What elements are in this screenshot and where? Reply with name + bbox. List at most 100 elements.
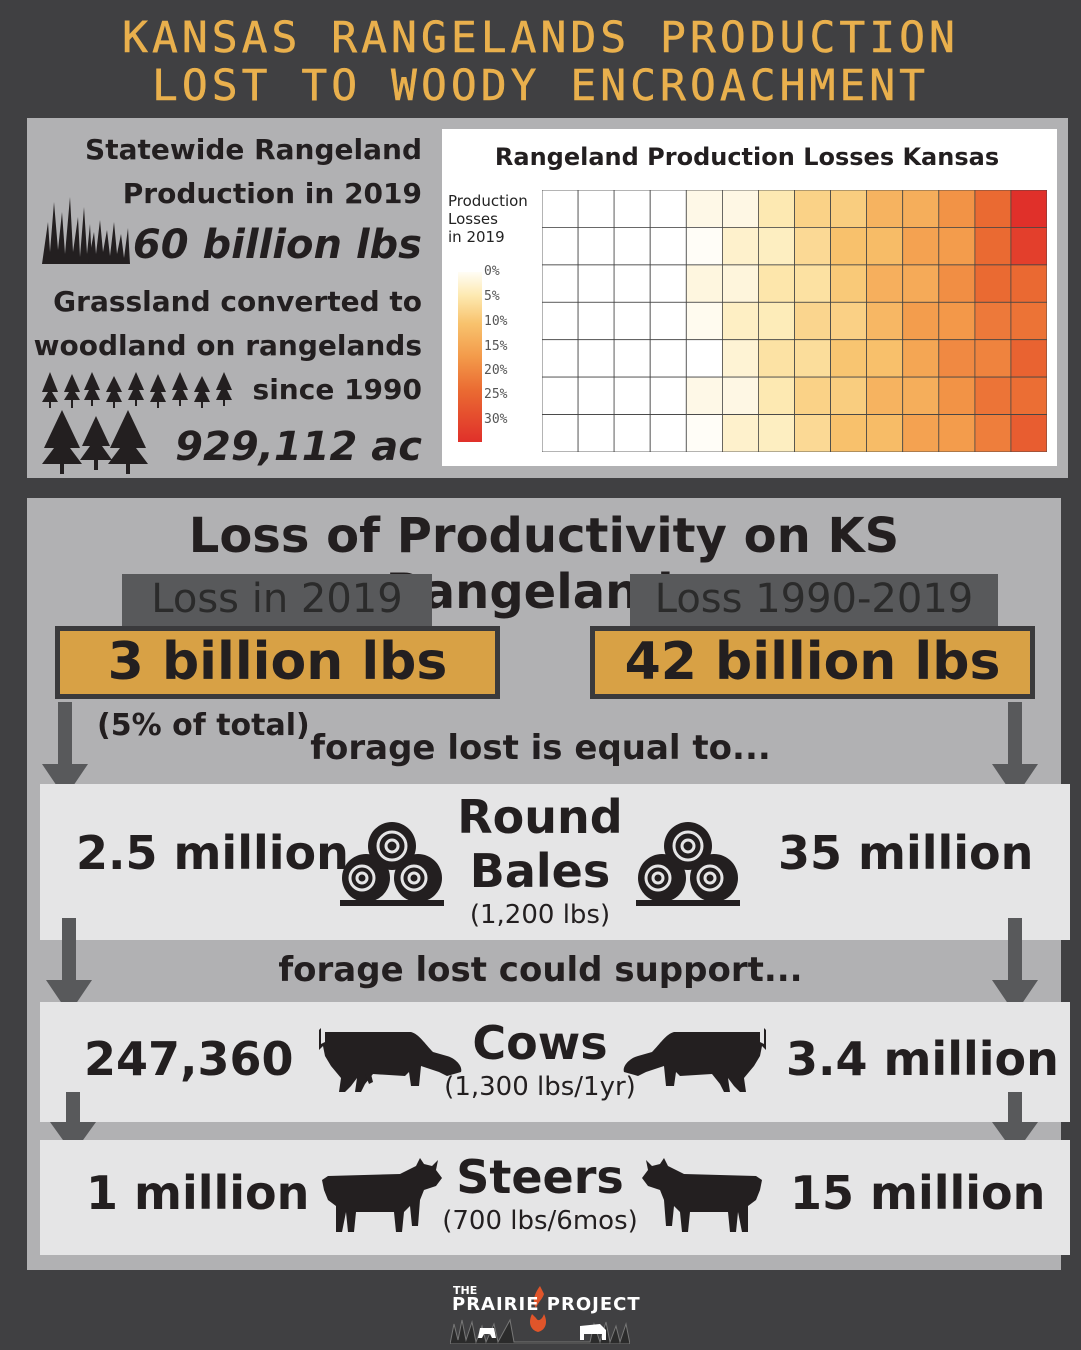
- steers-band: [40, 1140, 1070, 1255]
- title-line-1: KANSAS RANGELANDS PRODUCTION: [122, 13, 959, 63]
- county-cell: [613, 376, 651, 415]
- county-cell: [902, 264, 940, 303]
- county-cell: [613, 227, 651, 266]
- county-cell: [902, 339, 940, 378]
- county-cell: [542, 301, 579, 341]
- tab-loss-2019: Loss in 2019: [122, 574, 432, 626]
- loss-2019-value: 3 billion lbs: [55, 626, 500, 699]
- county-cell: [577, 190, 615, 228]
- cow-icon: [319, 1028, 462, 1092]
- county-cell: [1010, 264, 1047, 303]
- county-cell: [649, 414, 687, 452]
- county-cell: [794, 339, 831, 378]
- county-cell: [649, 339, 687, 378]
- county-cell: [938, 339, 976, 378]
- county-cell: [938, 227, 976, 266]
- county-cell: [902, 301, 940, 341]
- cows-band: [40, 1002, 1070, 1122]
- county-cell: [613, 264, 651, 303]
- legend-tick-5: 5%: [484, 289, 500, 304]
- county-cell: [902, 190, 940, 228]
- county-cell: [757, 339, 795, 378]
- arrow-down-icon: [46, 918, 92, 1014]
- map-card: Rangeland Production Losses Kansas Produ…: [442, 129, 1057, 466]
- county-cell: [1010, 376, 1047, 415]
- bales-band: [40, 784, 1070, 940]
- bales-left-value: 2.5 million: [76, 826, 349, 880]
- county-cell: [757, 264, 795, 303]
- bales-label-1: Round: [457, 790, 623, 844]
- county-cell: [938, 264, 976, 303]
- converted-label-1: Grassland converted to: [53, 285, 422, 318]
- county-cell: [794, 264, 831, 303]
- county-cell: [577, 339, 615, 378]
- cow-icon: [623, 1028, 766, 1092]
- county-cell: [613, 190, 651, 228]
- equal-to-heading: forage lost is equal to...: [310, 728, 771, 768]
- steers-right-value: 15 million: [790, 1166, 1046, 1220]
- arrow-down-icon: [992, 918, 1038, 1014]
- legend-title-2: Losses: [448, 210, 498, 228]
- legend-title-3: in 2019: [448, 228, 505, 246]
- county-cell: [866, 414, 904, 452]
- county-cell: [1010, 301, 1047, 341]
- cows-right-value: 3.4 million: [786, 1032, 1059, 1086]
- county-cell: [902, 227, 940, 266]
- county-cell: [542, 339, 579, 378]
- county-cell: [974, 376, 1012, 415]
- county-cell: [685, 264, 723, 303]
- county-cell: [757, 227, 795, 266]
- small-trees-icon: [42, 372, 232, 408]
- legend-title: Production Losses in 2019: [448, 192, 528, 246]
- production-stat: Statewide Rangeland Production in 2019: [30, 128, 422, 216]
- county-cell: [866, 190, 904, 228]
- county-cell: [577, 227, 615, 266]
- county-cell: [974, 339, 1012, 378]
- bales-label: Round Bales: [440, 790, 640, 898]
- county-cell: [542, 264, 579, 303]
- section-title: Loss of Productivity on KS Rangelands: [188, 508, 900, 620]
- bales-weight: (1,200 lbs): [469, 900, 611, 930]
- county-cell: [866, 301, 904, 341]
- county-cell: [721, 227, 759, 266]
- cows-left-value: 247,360: [84, 1032, 294, 1086]
- county-cell: [866, 264, 904, 303]
- county-cell: [757, 301, 795, 341]
- cows-label: Cows: [472, 1016, 608, 1070]
- county-cell: [830, 301, 868, 341]
- steers-left-value: 1 million: [86, 1166, 310, 1220]
- county-cell: [685, 227, 723, 266]
- county-cell: [685, 376, 723, 415]
- steer-icon: [642, 1158, 762, 1232]
- county-cell: [685, 190, 723, 228]
- production-value: 60 billion lbs: [132, 222, 422, 268]
- county-cell: [1010, 414, 1047, 452]
- county-cell: [1010, 190, 1047, 228]
- legend-tick-30: 30%: [484, 412, 508, 427]
- county-cell: [613, 301, 651, 341]
- county-cell: [830, 376, 868, 415]
- cows-weight: (1,300 lbs/1yr): [444, 1072, 636, 1102]
- legend-tick-20: 20%: [484, 363, 508, 378]
- prairie-project-logo: [450, 1286, 630, 1344]
- hay-bale-icon: [636, 822, 740, 906]
- county-cell: [830, 414, 868, 452]
- county-cell: [794, 376, 831, 415]
- county-cell: [649, 227, 687, 266]
- legend-tick-15: 15%: [484, 339, 508, 354]
- county-cell: [757, 190, 795, 228]
- county-cell: [613, 414, 651, 452]
- county-cell: [542, 227, 579, 266]
- logo-name: PRAIRIE PROJECT: [452, 1294, 641, 1315]
- legend-tick-0: 0%: [484, 264, 500, 279]
- converted-label-3: since 1990: [252, 373, 422, 406]
- county-cell: [685, 339, 723, 378]
- county-cell: [757, 414, 795, 452]
- arrow-down-icon: [992, 1092, 1038, 1154]
- county-cell: [577, 376, 615, 415]
- map-title: Rangeland Production Losses Kansas: [494, 143, 1000, 171]
- county-cell: [721, 190, 759, 228]
- county-cell: [721, 339, 759, 378]
- trees-icon: [42, 410, 148, 474]
- legend-tick-10: 10%: [484, 314, 508, 329]
